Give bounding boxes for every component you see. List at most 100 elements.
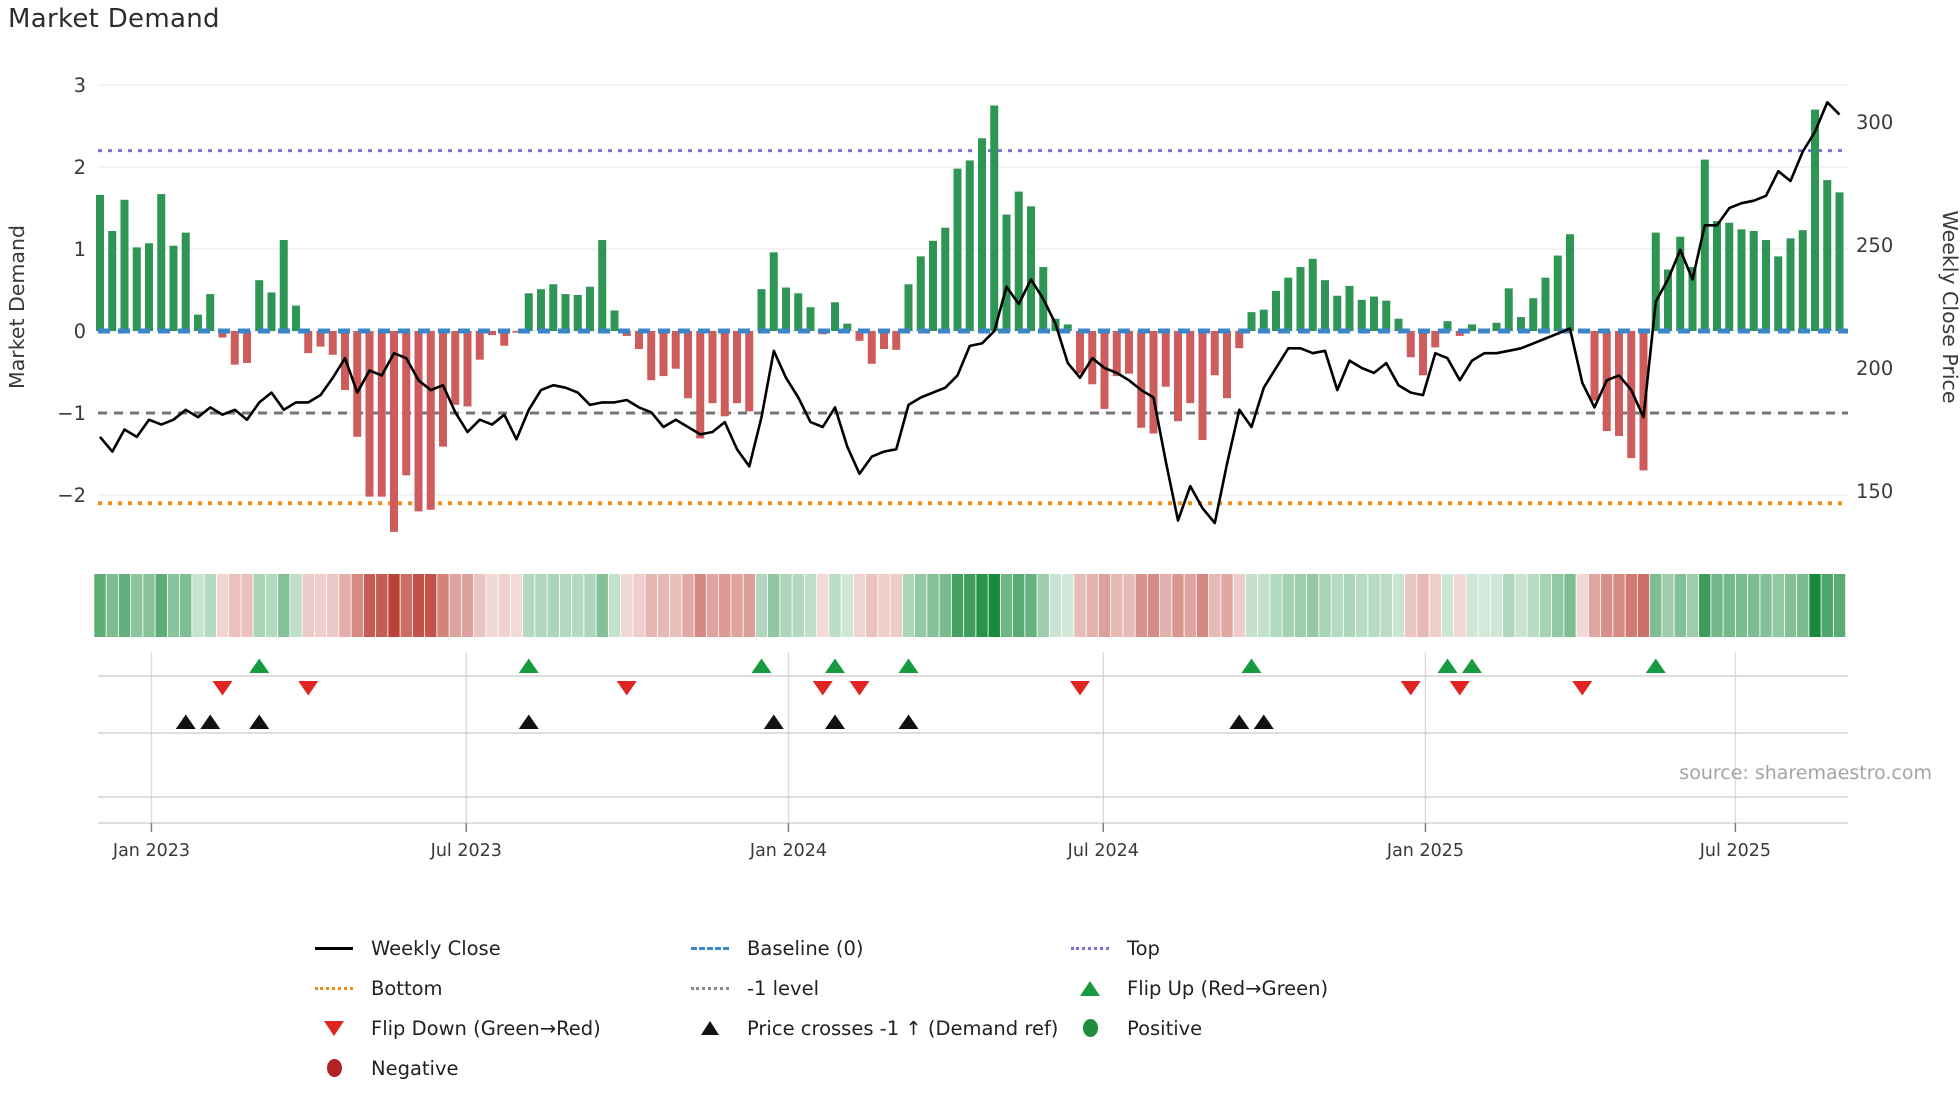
price-cross-marker (249, 714, 270, 729)
heatmap-cell (1123, 574, 1135, 637)
heatmap-cell (1392, 574, 1405, 637)
heatmap-cell (1515, 574, 1527, 637)
heatmap-cell (363, 574, 376, 637)
demand-bar-positive (1774, 256, 1783, 331)
left-tick-label: 0 (74, 320, 86, 343)
demand-bar-positive (1443, 321, 1452, 331)
tri-down-red-glyph (324, 1020, 344, 1036)
left-tick-label: 2 (74, 156, 86, 179)
heatmap-cell (1625, 574, 1637, 637)
flip-up-marker (1462, 658, 1482, 673)
demand-bar-positive (1357, 299, 1366, 331)
heatmap-cell (1258, 574, 1270, 637)
demand-bar-negative (1223, 331, 1231, 399)
demand-bar-negative (414, 331, 423, 512)
demand-bar-positive (1333, 295, 1342, 331)
demand-bar-positive (1749, 230, 1758, 331)
legend-label: Price crosses -1 ↑ (Demand ref) (747, 1016, 1059, 1040)
heatmap-cell (1000, 574, 1013, 637)
circle-darkred-glyph (326, 1059, 342, 1077)
heatmap-cell (510, 574, 523, 637)
price-cross-marker (825, 714, 845, 729)
demand-bar-negative (1112, 331, 1121, 377)
demand-bar-positive (1370, 296, 1378, 331)
demand-bar-positive (132, 247, 141, 331)
demand-bar-negative (1076, 331, 1084, 374)
heatmap-cell (768, 574, 780, 637)
flip-up-marker (751, 658, 772, 673)
heatmap-cell (1111, 574, 1123, 637)
demand-bar-positive (1284, 277, 1293, 331)
legend-label: Negative (371, 1056, 459, 1080)
demand-bar-negative (635, 331, 643, 350)
heatmap-cell (670, 574, 682, 637)
right-tick-label: 150 (1856, 480, 1893, 503)
demand-bar-positive (1345, 285, 1354, 331)
heatmap-cell (1723, 574, 1735, 637)
demand-bar-positive (1664, 269, 1672, 331)
demand-bar-positive (561, 294, 570, 331)
legend-column: Weekly Close Bottom Flip Down (Green→Red) N… (312, 928, 601, 1088)
flip-up-marker (249, 658, 270, 673)
heatmap-cell (1699, 574, 1711, 637)
demand-bar-negative (463, 331, 472, 407)
heatmap-cell (1637, 574, 1650, 637)
weekly-close-line (99, 101, 1841, 525)
heatmap-cell (437, 574, 449, 637)
demand-bar-negative (316, 331, 325, 347)
heatmap-cell (1013, 574, 1025, 637)
demand-bar-positive (941, 227, 950, 331)
heatmap-cell (1564, 574, 1576, 637)
demand-bar-positive (194, 314, 202, 331)
heatmap-cell (902, 574, 915, 637)
legend-label: Top (1127, 936, 1160, 960)
demand-bar-negative (671, 331, 680, 369)
demand-bar-negative (1627, 331, 1636, 459)
demand-bar-positive (978, 138, 986, 331)
demand-bar-positive (929, 240, 937, 331)
demand-bar-negative (1174, 331, 1182, 422)
demand-bar-positive (1798, 230, 1807, 331)
heatmap-cell (1282, 574, 1294, 637)
heatmap-cell (780, 574, 792, 637)
heatmap-cell (719, 574, 731, 637)
circle-green-glyph (1082, 1019, 1098, 1037)
demand-bar-negative (745, 331, 754, 412)
heatmap-cell (94, 574, 106, 637)
heatmap-cell (327, 574, 339, 637)
heatmap-cell (1674, 574, 1686, 637)
legend-item: Flip Down (Green→Red) (312, 1008, 601, 1048)
heatmap-cell (976, 574, 988, 637)
legend-label: Flip Up (Red→Green) (1127, 976, 1329, 1000)
heatmap-cell (608, 574, 621, 637)
demand-bar-negative (377, 331, 386, 497)
heatmap-cell (1454, 574, 1466, 637)
heatmap-cell (339, 574, 351, 637)
heatmap-cell (572, 574, 584, 637)
demand-bar-negative (402, 331, 411, 476)
legend-label: Baseline (0) (747, 936, 864, 960)
demand-bar-positive (1063, 324, 1072, 331)
heatmap-cell (1650, 574, 1662, 637)
flip-down-marker (849, 681, 870, 696)
x-tick-label: Jul 2024 (1067, 841, 1139, 861)
legend-label: -1 level (747, 976, 820, 1000)
demand-bar-negative (720, 331, 729, 417)
demand-bar-positive (537, 289, 545, 331)
heatmap-cell (216, 574, 229, 637)
demand-bar-positive (1382, 300, 1391, 331)
demand-bar-positive (1529, 298, 1538, 331)
heatmap-cell (388, 574, 400, 637)
demand-bar-negative (684, 331, 692, 399)
demand-bar-negative (1431, 331, 1440, 348)
legend-item: Flip Up (Red→Green) (1068, 968, 1328, 1008)
left-axis-label: Market Demand (5, 225, 29, 389)
heatmap-cell (241, 574, 253, 637)
dot-orange-legend-icon (312, 986, 356, 990)
demand-bar-positive (1688, 267, 1697, 331)
demand-bar-positive (549, 284, 558, 331)
heatmap-cell (425, 574, 437, 637)
tri-up-black-legend-icon (688, 1021, 732, 1035)
heatmap-cell (1772, 574, 1784, 637)
